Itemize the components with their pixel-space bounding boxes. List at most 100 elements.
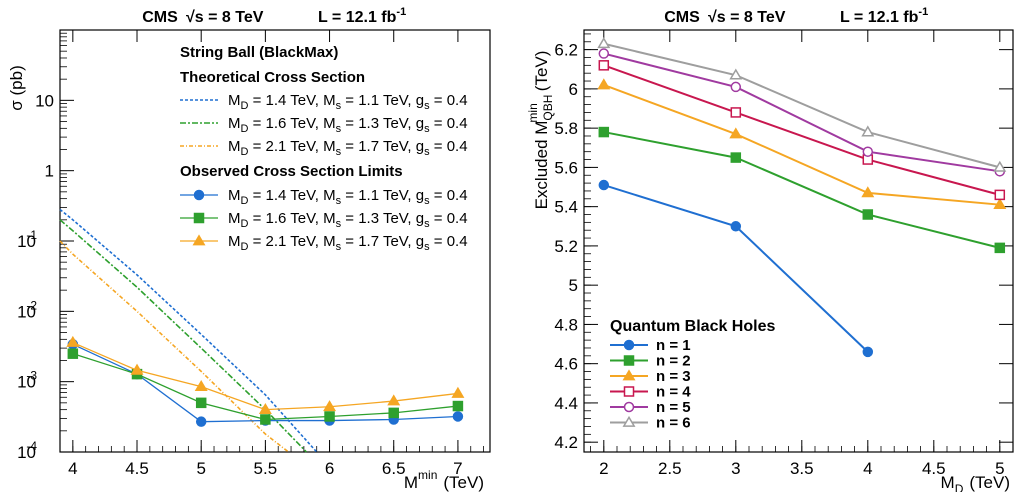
limit-line (72, 341, 458, 411)
data-point (598, 48, 610, 59)
data-point (993, 198, 1007, 210)
data-point (861, 186, 875, 198)
data-point (994, 189, 1006, 201)
right-ylabel-sup: min (526, 103, 540, 122)
x-tick-label: 2.5 (658, 459, 682, 478)
x-tick-label: 5 (995, 459, 1004, 478)
data-point (388, 407, 399, 419)
x-tick-label: 3 (731, 459, 740, 478)
data-point (862, 346, 874, 358)
data-point (597, 78, 611, 90)
data-point (387, 394, 401, 406)
left-xlabel-sup: min (418, 468, 437, 482)
x-tick-label: 5.5 (254, 459, 278, 478)
data-point (452, 411, 464, 422)
y-tick-label: 5.6 (554, 158, 578, 177)
left-xlabel-main: M (404, 473, 418, 492)
legend-observed-heading: Observed Cross Section Limits (180, 163, 403, 180)
legend-entry-label: MD = 2.1 TeV, Ms = 1.7 TeV, gs = 0.4 (228, 138, 468, 158)
data-point (729, 127, 743, 139)
legend-marker (193, 189, 205, 201)
x-tick-label: 7 (453, 459, 462, 478)
data-point (452, 400, 464, 412)
y-tick-label: 5.8 (554, 119, 578, 138)
right-lumi-exp: -1 (918, 6, 928, 18)
data-point (195, 397, 207, 409)
y-tick-label: 4.6 (554, 355, 578, 374)
legend-entry-label: n = 1 (656, 337, 691, 354)
data-point (730, 221, 742, 232)
legend-marker (623, 386, 635, 397)
right-xlabel-main: M (941, 473, 955, 492)
legend-entry-label: n = 6 (656, 415, 691, 432)
left-header-lumi: L = 12.1 fb-1 (318, 6, 406, 26)
series-line (603, 131, 1001, 249)
legend-marker (623, 355, 635, 366)
y-tick-label: 5 (569, 276, 578, 295)
right-lumi-prefix: L = 12.1 fb (840, 9, 919, 26)
y-tick-label: 4.2 (554, 433, 578, 452)
x-tick-label: 4.5 (125, 459, 149, 478)
y-tick-label: 4.4 (554, 394, 578, 413)
x-tick-label: 4 (68, 459, 77, 478)
left-xlabel-unit: (TeV) (443, 473, 484, 492)
data-point (598, 126, 610, 138)
legend-title: Quantum Black Holes (610, 318, 775, 335)
right-header-experiment: CMS (664, 9, 700, 26)
theory-curve (59, 240, 289, 453)
left-lumi-prefix: L = 12.1 fb (318, 9, 397, 26)
x-tick-label: 5 (196, 459, 205, 478)
legend-marker (622, 369, 636, 381)
right-x-axis-label: MD (TeV) (941, 473, 1010, 492)
x-tick-label: 4 (863, 459, 872, 478)
data-point (598, 179, 610, 191)
legend-entry-label: MD = 1.4 TeV, Ms = 1.1 TeV, gs = 0.4 (228, 92, 468, 112)
left-y-axis-label: σ (pb) (7, 65, 26, 110)
right-plot-frame (583, 29, 1014, 453)
x-tick-label: 3.5 (790, 459, 814, 478)
data-point (597, 37, 611, 49)
data-point (258, 403, 272, 415)
series-line (603, 52, 1000, 173)
data-point (66, 335, 80, 347)
data-point (730, 107, 742, 118)
right-chart: CMS √s = 8 TeV L = 12.1 fb-1 2 2.5 3 3.5 4 4.… (526, 6, 1014, 492)
legend-entry-label: MD = 2.1 TeV, Ms = 1.7 TeV, gs = 0.4 (228, 233, 468, 253)
legend-title: String Ball (BlackMax) (180, 44, 338, 61)
legend-marker (192, 234, 206, 246)
data-point (260, 414, 271, 425)
right-ylabel-unit: (TeV) (532, 51, 551, 92)
y-tick-label: 10 (35, 91, 54, 110)
series-line (603, 64, 1001, 196)
data-point (862, 209, 874, 220)
right-ylabel-sub: QBH (541, 95, 555, 121)
series-line (603, 42, 1001, 169)
y-tick-label: 6 (569, 80, 578, 99)
legend-marker (193, 212, 205, 224)
x-tick-label: 4.5 (922, 459, 946, 478)
left-lumi-exp: -1 (396, 6, 406, 18)
y-tick-label: 5.2 (554, 237, 578, 256)
right-xlabel-sub: D (955, 482, 964, 492)
legend-marker (623, 401, 635, 413)
legend-theory-heading: Theoretical Cross Section (180, 69, 365, 86)
data-point (130, 363, 144, 375)
x-tick-label: 2 (599, 459, 608, 478)
y-tick-label: 4.8 (554, 315, 578, 334)
legend-entry-label: n = 3 (656, 368, 691, 385)
data-point (730, 81, 742, 93)
right-ylabel-main: Excluded M (532, 121, 551, 210)
right-xlabel-unit: (TeV) (969, 473, 1010, 492)
y-tick-label: 10-3 (17, 369, 37, 392)
legend-marker (622, 415, 636, 427)
left-header-energy: √s = 8 TeV (186, 9, 264, 26)
legend-entry-label: MD = 1.6 TeV, Ms = 1.3 TeV, gs = 0.4 (228, 115, 468, 135)
right-header-lumi: L = 12.1 fb-1 (840, 6, 928, 26)
data-point (324, 411, 335, 422)
x-tick-label: 6 (325, 459, 334, 478)
data-point (195, 416, 207, 427)
data-point (323, 400, 337, 412)
right-header-energy: √s = 8 TeV (708, 9, 786, 26)
y-tick-label: 10-1 (17, 228, 37, 251)
data-point (993, 160, 1007, 172)
